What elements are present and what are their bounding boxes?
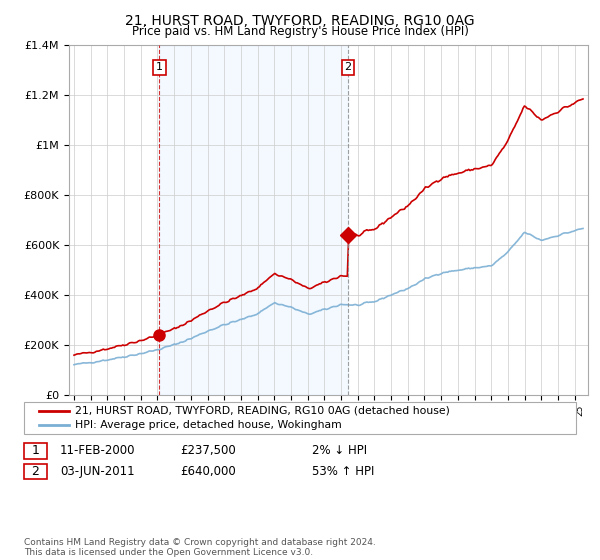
Text: 53% ↑ HPI: 53% ↑ HPI [312,465,374,478]
Text: Price paid vs. HM Land Registry's House Price Index (HPI): Price paid vs. HM Land Registry's House … [131,25,469,38]
Text: 1: 1 [31,444,40,458]
Bar [159,45,348,395]
Text: 21, HURST ROAD, TWYFORD, READING, RG10 0AG: 21, HURST ROAD, TWYFORD, READING, RG10 0… [125,14,475,28]
Text: 21, HURST ROAD, TWYFORD, READING, RG10 0AG (detached house): 21, HURST ROAD, TWYFORD, READING, RG10 0… [75,405,450,416]
Text: 03-JUN-2011: 03-JUN-2011 [60,465,134,478]
Text: 1: 1 [156,62,163,72]
Text: 2: 2 [344,62,352,72]
Text: 2% ↓ HPI: 2% ↓ HPI [312,444,367,458]
Text: 11-FEB-2000: 11-FEB-2000 [60,444,136,458]
Text: Contains HM Land Registry data © Crown copyright and database right 2024.
This d: Contains HM Land Registry data © Crown c… [24,538,376,557]
Text: £640,000: £640,000 [180,465,236,478]
Text: HPI: Average price, detached house, Wokingham: HPI: Average price, detached house, Woki… [75,420,342,430]
Text: £237,500: £237,500 [180,444,236,458]
Text: 2: 2 [31,465,40,478]
